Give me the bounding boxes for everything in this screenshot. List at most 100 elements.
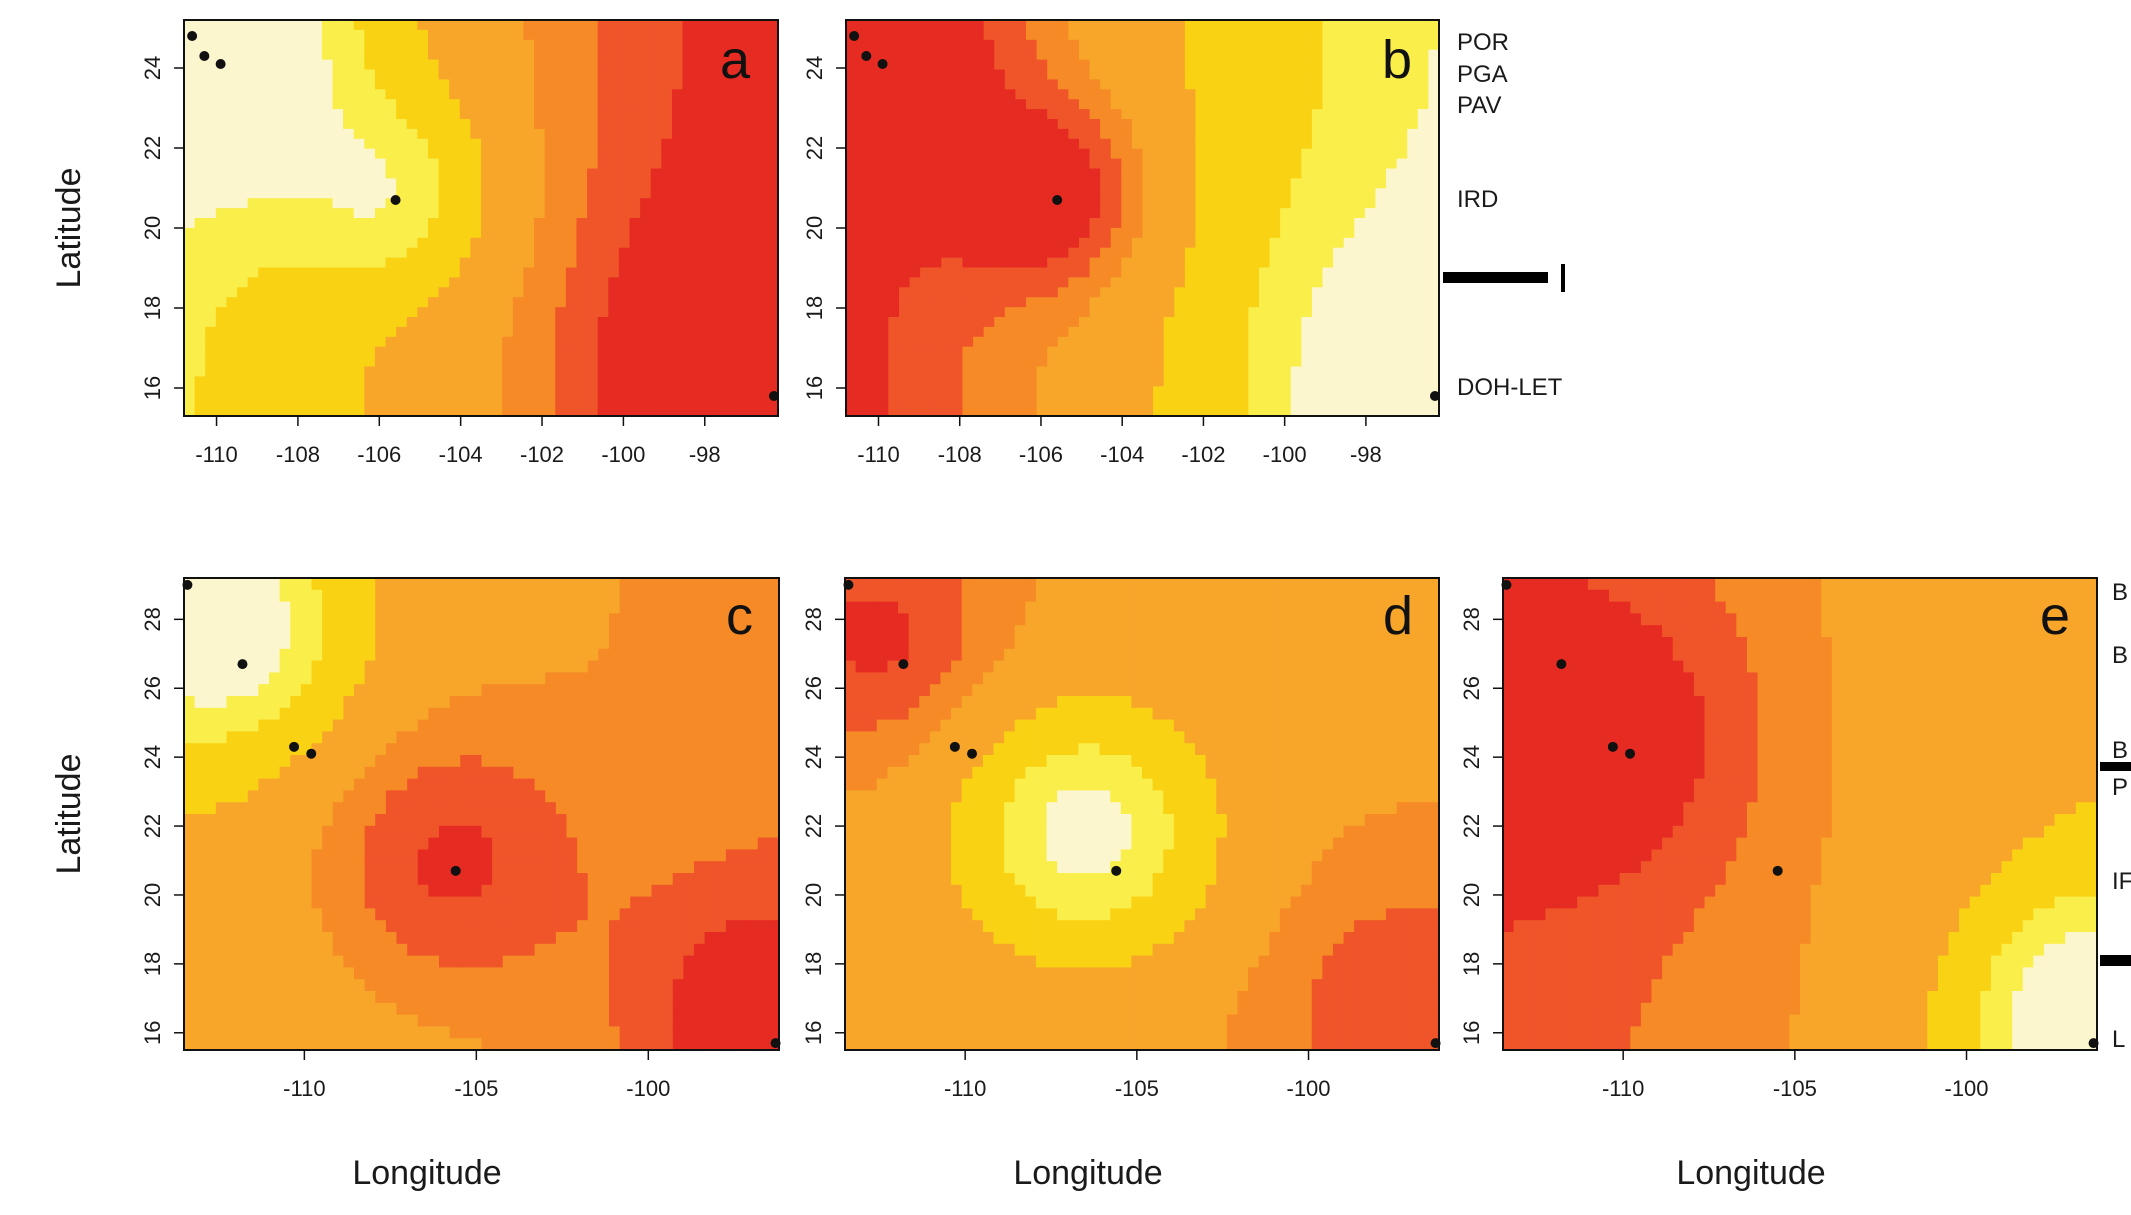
field-cell [1354,168,1366,179]
field-cell [343,138,355,150]
field-cell [427,307,440,318]
field-cell [1163,59,1175,71]
field-cell [205,168,217,179]
field-cell [279,198,291,209]
field-cell [353,317,365,328]
field-cell [1311,297,1324,308]
field-cell [1364,99,1377,110]
field-cell [1375,257,1387,269]
field-cell [856,178,868,189]
field-cell [640,59,652,71]
field-cell [1057,158,1069,170]
field-cell [703,396,715,407]
field-cell [290,386,302,397]
field-cell [343,218,355,229]
field-cell [269,943,281,957]
field-cell [1311,20,1324,31]
field-cell [555,198,567,209]
field-cell [512,237,525,249]
field-cell [1417,227,1430,239]
field-cell [268,257,281,269]
field-cell [1026,297,1038,308]
field-cell [1078,376,1091,387]
field-cell [640,386,652,397]
field-cell [1216,208,1228,219]
field-cell [682,109,694,120]
field-cell [364,297,376,308]
field-cell [1417,237,1430,249]
field-cell [1163,79,1175,90]
field-cell [215,814,228,827]
field-cell [1354,20,1366,31]
field-cell [459,336,471,348]
field-cell [1364,148,1377,160]
field-cell [205,109,217,120]
field-cell [951,326,964,338]
field-cell [364,317,376,328]
field-cell [1311,188,1324,199]
field-cell [994,297,1006,308]
field-cell [597,218,609,229]
field-cell [951,297,964,308]
field-cell [1280,267,1292,278]
field-cell [1195,346,1207,358]
field-cell [962,198,974,209]
field-cell [682,138,694,150]
field-cell [994,20,1006,31]
field-cell [962,208,974,219]
field-cell [544,20,556,31]
field-cell [470,49,482,61]
field-cell [269,601,281,614]
field-cell [269,896,281,909]
field-cell [205,896,217,909]
field-cell [1184,188,1197,199]
field-cell [1396,119,1408,130]
field-cell [268,188,281,199]
field-cell [587,119,599,130]
field-cell [290,814,302,827]
field-cell [1078,257,1091,269]
field-cell [962,69,974,80]
field-cell [888,336,900,348]
field-cell [481,267,493,278]
field-cell [364,89,376,100]
field-cell [311,158,323,170]
field-cell [343,237,355,249]
field-cell [449,168,461,179]
field-cell [184,178,196,189]
field-cell [1184,356,1197,368]
field-cell [247,79,259,90]
y-tick-label: 16 [140,376,165,400]
field-cell [1280,406,1292,417]
field-cell [481,326,493,338]
field-cell [693,307,705,318]
field-cell [1131,99,1144,110]
field-cell [1163,267,1175,278]
field-cell [608,227,620,239]
field-cell [856,406,868,417]
field-cell [1163,158,1175,170]
field-cell [565,237,578,249]
field-cell [867,89,879,100]
field-cell [321,297,334,308]
field-cell [1004,307,1017,318]
field-cell [994,346,1006,358]
field-cell [1004,366,1017,377]
field-cell [629,138,641,150]
field-cell [973,128,985,140]
field-cell [576,148,588,160]
field-cell [502,326,514,338]
field-cell [867,109,879,120]
field-cell [343,20,355,31]
field-cell [1216,366,1228,377]
field-cell [300,198,312,209]
field-cell [1047,287,1059,298]
field-cell [1057,277,1069,288]
field-cell [898,99,911,110]
field-cell [215,731,228,744]
field-cell [1153,168,1165,179]
field-cell [1047,168,1059,179]
field-cell [268,218,281,229]
field-cell [1290,218,1302,229]
field-cell [1216,29,1228,41]
